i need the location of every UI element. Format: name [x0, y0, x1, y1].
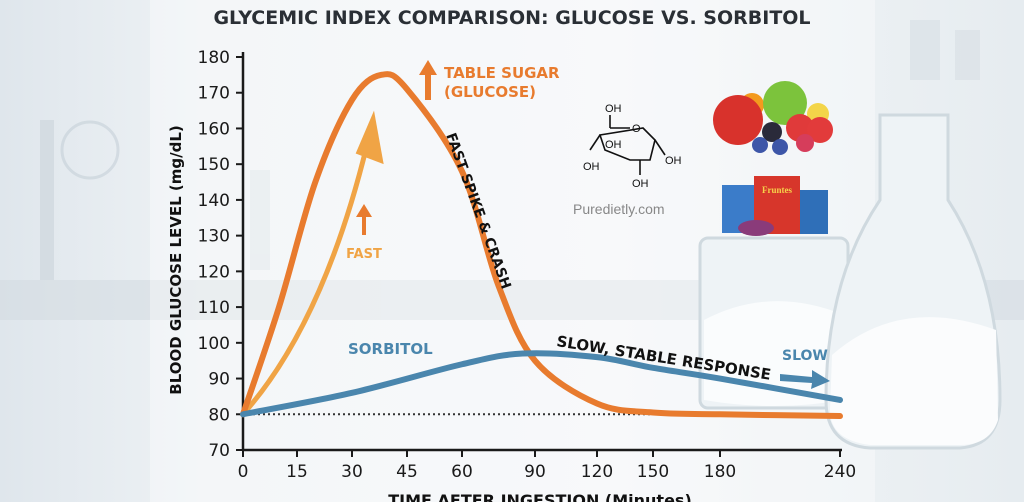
glucose-arrow-icon — [419, 60, 437, 100]
x-tick-label: 30 — [341, 462, 363, 482]
molecule-label: OH — [605, 139, 622, 151]
slow-arrow-icon — [780, 370, 830, 389]
y-tick-label: 120 — [198, 262, 230, 282]
x-tick-label: 150 — [637, 462, 669, 482]
glucose-label: TABLE SUGAR — [444, 64, 560, 82]
fast-label: FAST — [346, 247, 382, 262]
fruit-image — [713, 81, 833, 155]
sorbitol-line — [240, 350, 843, 418]
x-tick-label: 120 — [581, 462, 613, 482]
y-axis-label: BLOOD GLUCOSE LEVEL (mg/dL) — [167, 125, 185, 394]
x-tick-label: 45 — [396, 462, 418, 482]
molecule-label: OH — [665, 155, 682, 167]
molecule-label: OH — [583, 161, 600, 173]
chart-title: GLYCEMIC INDEX COMPARISON: GLUCOSE VS. S… — [213, 7, 810, 29]
y-tick-label: 150 — [198, 155, 230, 175]
y-tick-label: 90 — [208, 370, 230, 390]
x-tick-label: 0 — [238, 462, 249, 482]
watermark: Puredietly.com — [573, 201, 665, 217]
sorbitol-label: SORBITOL — [348, 340, 433, 358]
y-tick-label: 70 — [208, 441, 230, 461]
fast-arrow-icon — [356, 204, 372, 235]
y-tick-label: 170 — [198, 84, 230, 104]
fast-arrow-head-icon — [355, 110, 384, 165]
svg-text:Fruntes: Fruntes — [762, 185, 792, 195]
y-tick-label: 180 — [198, 48, 230, 68]
flask-sugar-image — [824, 113, 1002, 450]
fast-arrow-line — [241, 145, 370, 416]
glucose-molecule-diagram — [589, 115, 666, 175]
x-tick-label: 15 — [286, 462, 308, 482]
y-tick-label: 140 — [198, 191, 230, 211]
snack-food-image: Fruntes — [722, 176, 828, 236]
y-tick-label: 100 — [198, 334, 230, 354]
glucose-label-2: (GLUCOSE) — [444, 83, 536, 101]
x-axis-label: TIME AFTER INGESTION (Minutes) — [388, 491, 692, 502]
y-tick-label: 160 — [198, 119, 230, 139]
molecule-label: OH — [605, 103, 622, 115]
y-tick-label: 130 — [198, 227, 230, 247]
molecule-label: O — [632, 123, 641, 135]
y-tick-label: 80 — [208, 405, 230, 425]
slow-label: SLOW — [782, 348, 828, 364]
molecule-label: OH — [632, 178, 649, 190]
y-tick-label: 110 — [198, 298, 230, 318]
x-tick-label: 180 — [704, 462, 736, 482]
x-tick-label: 90 — [524, 462, 546, 482]
glucose-line — [240, 71, 843, 420]
x-tick-label: 240 — [824, 462, 856, 482]
x-tick-label: 60 — [451, 462, 473, 482]
